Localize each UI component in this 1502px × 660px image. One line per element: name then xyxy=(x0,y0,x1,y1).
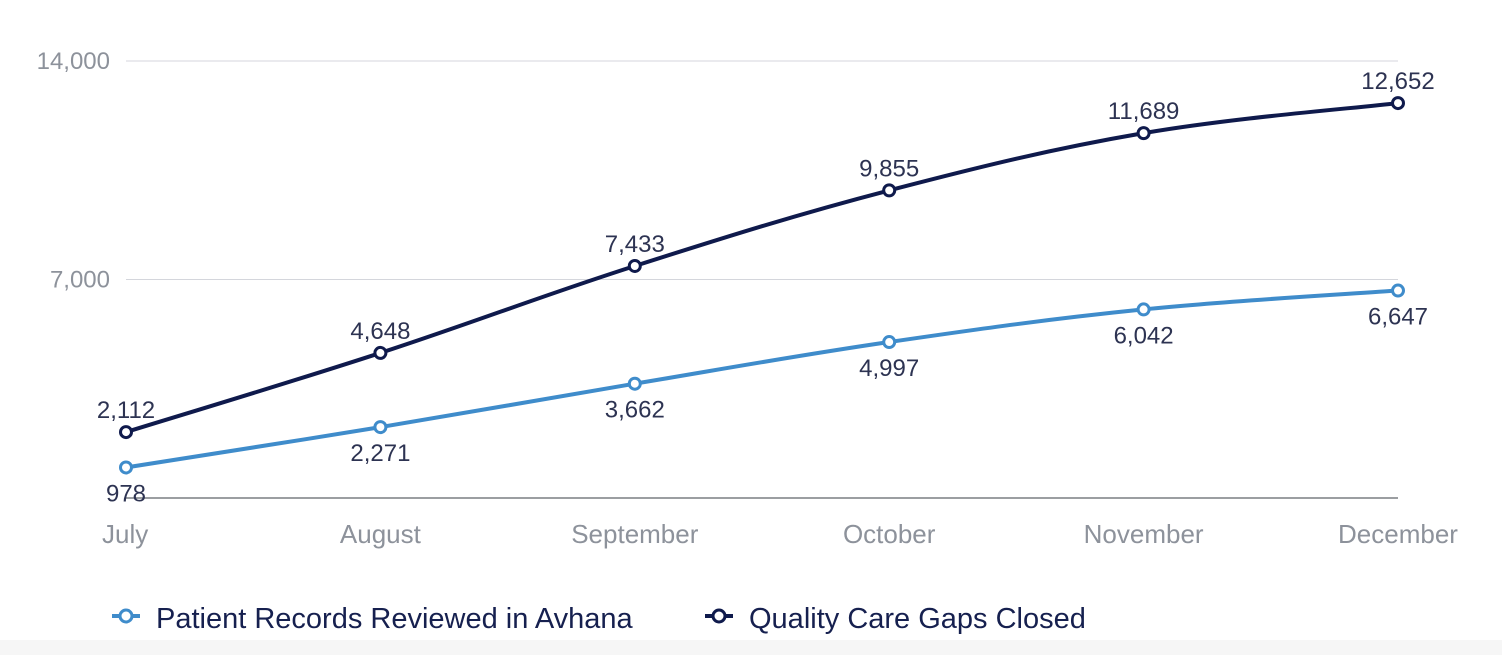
x-tick-label: October xyxy=(843,519,936,549)
data-point xyxy=(882,183,897,198)
data-label: 11,689 xyxy=(1108,98,1180,125)
gridlines xyxy=(126,60,1398,499)
data-point xyxy=(373,420,388,435)
data-point xyxy=(1391,96,1405,111)
data-point xyxy=(119,460,133,475)
legend-label: Patient Records Reviewed in Avhana xyxy=(156,603,634,635)
data-label: 3,662 xyxy=(605,397,665,424)
data-point xyxy=(1391,283,1405,298)
data-label: 2,112 xyxy=(97,397,155,424)
legend-label: Quality Care Gaps Closed xyxy=(749,603,1086,635)
data-point xyxy=(1136,302,1151,317)
x-axis-ticks: July August September October November Decemb… xyxy=(102,519,1458,549)
data-label: 6,042 xyxy=(1114,322,1174,349)
series-layer xyxy=(119,96,1405,475)
data-label: 12,652 xyxy=(1361,68,1434,95)
y-tick-label: 7,000 xyxy=(50,267,110,294)
data-point xyxy=(627,376,642,391)
data-point xyxy=(627,258,642,273)
data-label: 9,855 xyxy=(859,155,919,182)
legend-marker xyxy=(118,608,134,624)
x-tick-label: November xyxy=(1084,519,1204,549)
data-label: 4,997 xyxy=(859,355,919,382)
data-labels: 978 2,271 3,662 4,997 6,042 6,647 2,112 4,648 7,… xyxy=(97,68,1435,507)
data-point xyxy=(373,345,388,360)
data-point xyxy=(119,425,133,440)
legend-item-2: Quality Care Gaps Closed xyxy=(705,603,1086,635)
series-line-1 xyxy=(124,288,1400,470)
data-label: 7,433 xyxy=(605,231,665,258)
x-tick-label: August xyxy=(340,519,422,549)
data-label: 2,271 xyxy=(350,440,410,467)
y-axis-ticks: 7,000 14,000 xyxy=(37,48,110,294)
legend-item-1: Patient Records Reviewed in Avhana xyxy=(112,603,634,635)
legend-marker xyxy=(711,608,727,624)
data-point xyxy=(1136,126,1151,141)
data-point xyxy=(882,335,897,350)
data-label: 978 xyxy=(106,480,146,507)
data-label: 4,648 xyxy=(350,318,410,345)
y-tick-label: 14,000 xyxy=(37,48,110,75)
x-tick-label: December xyxy=(1338,519,1458,549)
x-tick-label: September xyxy=(571,519,699,549)
series-line-2 xyxy=(124,101,1400,435)
x-tick-label: July xyxy=(102,519,148,549)
legend: Patient Records Reviewed in Avhana Qualit… xyxy=(112,603,1086,635)
footer-strip xyxy=(0,640,1502,655)
data-label: 6,647 xyxy=(1368,304,1428,331)
